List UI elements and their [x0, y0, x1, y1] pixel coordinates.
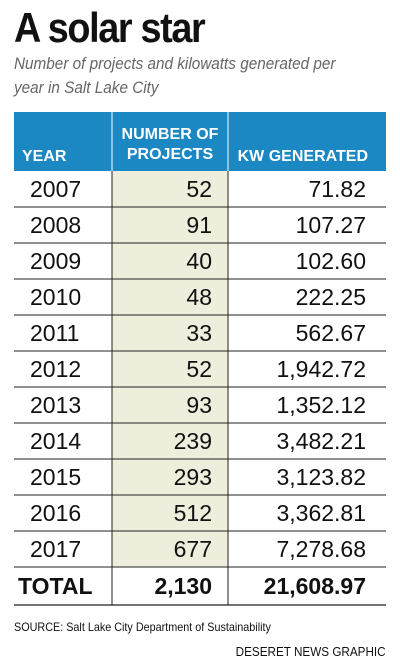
cell-kw: 3,362.81	[276, 500, 366, 526]
cell-projects: 33	[186, 320, 212, 346]
cell-year: 2007	[30, 176, 81, 202]
chart-subtitle: Number of projects and kilowatts generat…	[14, 54, 336, 97]
cell-kw: 71.82	[308, 176, 366, 202]
cell-year: 2013	[30, 392, 81, 418]
cell-projects: 52	[186, 356, 212, 382]
cell-year: 2017	[30, 536, 81, 562]
chart-title: A solar star	[14, 4, 206, 51]
cell-projects: 40	[186, 248, 212, 274]
total-kw: 21,608.97	[264, 573, 366, 599]
header-year: YEAR	[22, 148, 67, 165]
header-projects-line1: NUMBER OF	[122, 126, 219, 143]
cell-year: 2009	[30, 248, 81, 274]
cell-projects: 293	[174, 464, 212, 490]
cell-year: 2016	[30, 500, 81, 526]
cell-projects: 239	[174, 428, 212, 454]
cell-year: 2015	[30, 464, 81, 490]
cell-kw: 1,352.12	[276, 392, 366, 418]
cell-kw: 222.25	[296, 284, 366, 310]
cell-projects: 48	[186, 284, 212, 310]
credit-line: DESERET NEWS GRAPHIC	[236, 644, 386, 659]
total-label: TOTAL	[18, 573, 93, 599]
cell-year: 2012	[30, 356, 81, 382]
cell-kw: 1,942.72	[276, 356, 366, 382]
cell-projects: 91	[186, 212, 212, 238]
projects-column-highlight	[112, 171, 228, 567]
cell-projects: 93	[186, 392, 212, 418]
cell-kw: 3,482.21	[276, 428, 366, 454]
cell-year: 2011	[30, 320, 79, 346]
header-projects-line2: PROJECTS	[127, 146, 214, 163]
total-projects: 2,130	[154, 573, 212, 599]
cell-projects: 512	[174, 500, 212, 526]
cell-kw: 102.60	[296, 248, 366, 274]
cell-projects: 52	[186, 176, 212, 202]
cell-year: 2010	[30, 284, 81, 310]
header-kw: KW GENERATED	[238, 148, 368, 165]
cell-year: 2008	[30, 212, 81, 238]
cell-kw: 562.67	[296, 320, 366, 346]
header-band	[14, 112, 386, 171]
cell-kw: 107.27	[296, 212, 366, 238]
cell-kw: 3,123.82	[276, 464, 366, 490]
cell-projects: 677	[174, 536, 212, 562]
source-note: SOURCE: Salt Lake City Department of Sus…	[14, 620, 271, 634]
cell-year: 2014	[30, 428, 81, 454]
cell-kw: 7,278.68	[276, 536, 366, 562]
